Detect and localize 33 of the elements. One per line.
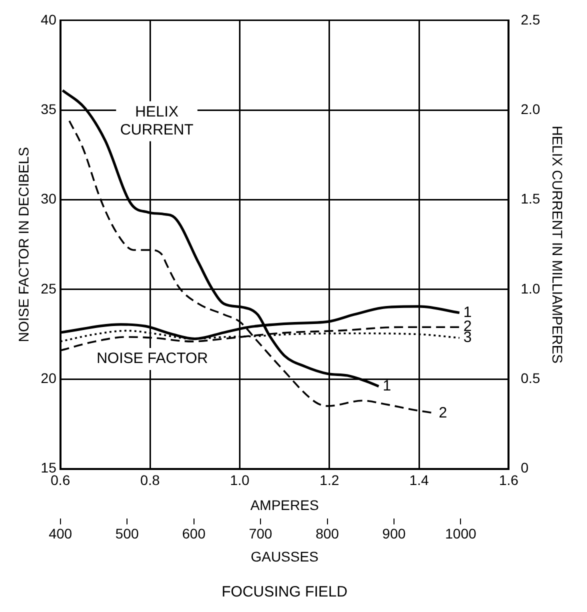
y-axis-title: NOISE FACTOR IN DECIBELS [15,147,32,342]
y-tick-label: 20 [40,370,57,386]
y2-tick-label: 2.5 [520,11,540,28]
x2-tick-label: 500 [115,526,139,542]
x-tick-label: 1.6 [499,472,519,488]
y2-tick-label: 1.0 [520,280,540,296]
y-tick-label: 25 [40,280,57,296]
annotation: NOISE FACTOR [96,350,208,368]
series-label: 2 [438,404,448,422]
y2-tick-label: 0.5 [520,370,540,386]
y2-tick-label: 1.5 [520,190,540,207]
x2-tick-label: 900 [382,526,406,542]
x-tick-label: 0.8 [140,472,160,488]
x-tick-label: 1.2 [320,472,340,488]
x2-tick-label: 1000 [445,526,476,542]
x2-tick-label: 700 [248,526,272,542]
series-label: 1 [382,377,392,394]
annotation: HELIX CURRENT [120,103,194,138]
y2-tick-label: 0 [520,460,529,476]
text: FOCUSING FIELD [222,584,348,601]
x2-tick-label: 600 [182,526,206,542]
y-tick-label: 40 [40,11,57,28]
y-tick-label: 30 [40,190,57,207]
y-tick-label: 35 [40,100,57,117]
x-tick-label: 1.0 [230,472,250,488]
y2-tick-label: 2.0 [520,100,540,117]
x-tick-label: 1.4 [409,472,430,488]
series-label: 1 [463,304,472,321]
x-axis-title: AMPERES [250,496,319,513]
x2-tick-label: 800 [316,526,340,542]
y2-axis-title: HELIX CURRENT IN MILLIAMPERES [550,126,566,364]
x2-tick-label: 400 [48,526,72,542]
x2-axis-title: GAUSSES [250,548,318,564]
